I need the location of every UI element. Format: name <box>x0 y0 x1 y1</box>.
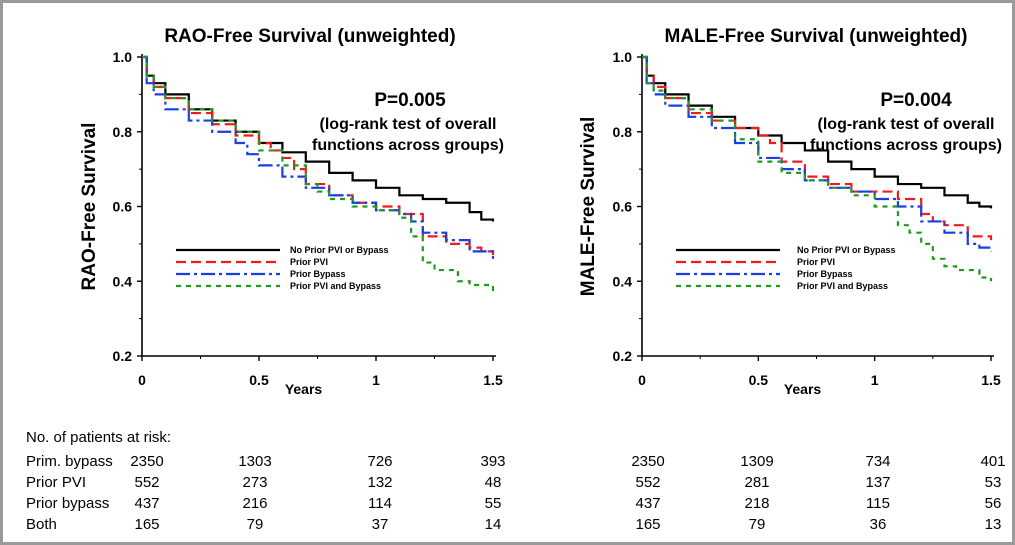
risk-row-label: Prim. bypass <box>26 453 113 470</box>
risk-cell-rao: 165 <box>134 516 159 533</box>
risk-cell-male: 137 <box>865 474 890 491</box>
x-tick-label: 1 <box>871 372 879 388</box>
risk-cell-male: 2350 <box>631 453 664 470</box>
p-value-annotation: P=0.005 <box>374 90 446 111</box>
risk-cell-male: 734 <box>865 453 890 470</box>
survival-curve-prior-bypass <box>642 55 993 252</box>
risk-cell-rao: 132 <box>367 474 392 491</box>
rao-free-survival-chart: RAO-Free Survival (unweighted) RAO-Free S… <box>79 26 504 397</box>
risk-cell-rao: 437 <box>134 495 159 512</box>
male-free-survival-chart: MALE-Free Survival (unweighted) MALE-Free… <box>578 26 1002 397</box>
y-tick-label: 0.4 <box>113 273 133 289</box>
legend-label: Prior PVI <box>290 257 328 267</box>
risk-cell-male: 218 <box>744 495 769 512</box>
survival-curve-prior-pvi <box>642 55 993 241</box>
x-tick-label: 0.5 <box>249 372 269 388</box>
x-tick-label: 1.5 <box>483 372 503 388</box>
survival-curve-prior-pvi-and-bypass <box>642 55 993 282</box>
risk-cell-male: 165 <box>635 516 660 533</box>
risk-cell-rao: 726 <box>367 453 392 470</box>
log-rank-note-line1: (log-rank test of overall <box>818 116 995 133</box>
x-axis-label: Years <box>784 381 822 397</box>
risk-cell-male: 53 <box>985 474 1002 491</box>
risk-cell-rao: 114 <box>368 495 392 512</box>
risk-cell-male: 552 <box>635 474 660 491</box>
risk-cell-rao: 79 <box>247 516 264 533</box>
risk-cell-male: 1309 <box>740 453 773 470</box>
risk-cell-rao: 1303 <box>238 453 271 470</box>
risk-cell-male: 36 <box>870 516 887 533</box>
chart-title: RAO-Free Survival (unweighted) <box>164 26 455 47</box>
y-tick-label: 0.2 <box>113 348 133 364</box>
x-tick-label: 1.5 <box>981 372 1001 388</box>
risk-cell-rao: 552 <box>134 474 159 491</box>
risk-cell-male: 13 <box>985 516 1002 533</box>
patients-at-risk-table: No. of patients at risk: Prim. bypass 2350… <box>26 429 1006 533</box>
risk-cell-male: 79 <box>749 516 766 533</box>
risk-row-label: Prior bypass <box>26 495 109 512</box>
legend-label: No Prior PVI or Bypass <box>797 245 896 255</box>
p-value-annotation: P=0.004 <box>880 90 952 111</box>
log-rank-note-line2: functions across groups) <box>312 137 504 154</box>
x-tick-label: 0.5 <box>749 372 769 388</box>
risk-table-heading: No. of patients at risk: <box>26 429 171 446</box>
risk-cell-rao: 55 <box>485 495 502 512</box>
risk-table-row: Prior bypass 437 216 114 55 437 218 115 56 <box>26 495 1001 512</box>
risk-cell-rao: 37 <box>372 516 389 533</box>
y-tick-label: 1.0 <box>613 49 633 65</box>
y-tick-label: 0.4 <box>613 273 633 289</box>
risk-cell-male: 281 <box>744 474 769 491</box>
legend-label: Prior PVI <box>797 257 835 267</box>
y-tick-label: 0.6 <box>613 199 633 215</box>
risk-cell-rao: 14 <box>485 516 502 533</box>
x-tick-label: 1 <box>372 372 380 388</box>
risk-cell-rao: 2350 <box>130 453 163 470</box>
risk-cell-male: 401 <box>980 453 1005 470</box>
y-tick-label: 0.2 <box>613 348 633 364</box>
y-tick-label: 1.0 <box>113 49 133 65</box>
survival-curve-prior-pvi <box>142 55 495 256</box>
y-tick-label: 0.8 <box>613 124 633 140</box>
survival-curve-prior-pvi-and-bypass <box>142 55 495 293</box>
risk-cell-male: 437 <box>635 495 660 512</box>
legend-label: Prior PVI and Bypass <box>290 281 381 291</box>
survival-curve-prior-bypass <box>142 55 495 259</box>
legend-label: Prior Bypass <box>797 269 853 279</box>
y-axis-label: RAO-Free Survival <box>79 123 100 291</box>
risk-row-label: Prior PVI <box>26 474 86 491</box>
x-axis-label: Years <box>285 381 323 397</box>
x-tick-label: 0 <box>638 372 646 388</box>
x-tick-label: 0 <box>138 372 146 388</box>
log-rank-note-line2: functions across groups) <box>810 137 1002 154</box>
legend-label: Prior Bypass <box>290 269 346 279</box>
y-axis-label: MALE-Free Survival <box>578 117 599 297</box>
risk-table-row: Prior PVI 552 273 132 48 552 281 137 53 <box>26 474 1001 491</box>
y-tick-label: 0.6 <box>113 199 133 215</box>
risk-row-label: Both <box>26 516 57 533</box>
chart-title: MALE-Free Survival (unweighted) <box>665 26 968 47</box>
risk-cell-rao: 216 <box>242 495 267 512</box>
risk-cell-male: 56 <box>985 495 1002 512</box>
risk-cell-male: 115 <box>866 495 890 512</box>
risk-cell-rao: 273 <box>242 474 267 491</box>
risk-cell-rao: 48 <box>485 474 502 491</box>
legend-label: No Prior PVI or Bypass <box>290 245 389 255</box>
risk-table-row: Both 165 79 37 14 165 79 36 13 <box>26 516 1001 533</box>
risk-table-row: Prim. bypass 2350 1303 726 393 2350 1309 734 401 <box>26 453 1006 470</box>
log-rank-note-line1: (log-rank test of overall <box>320 116 497 133</box>
risk-cell-rao: 393 <box>480 453 505 470</box>
legend-label: Prior PVI and Bypass <box>797 281 888 291</box>
y-tick-label: 0.8 <box>113 124 133 140</box>
